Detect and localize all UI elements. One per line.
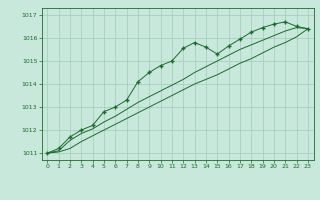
Text: Graphe pression niveau de la mer (hPa): Graphe pression niveau de la mer (hPa)	[65, 186, 255, 195]
